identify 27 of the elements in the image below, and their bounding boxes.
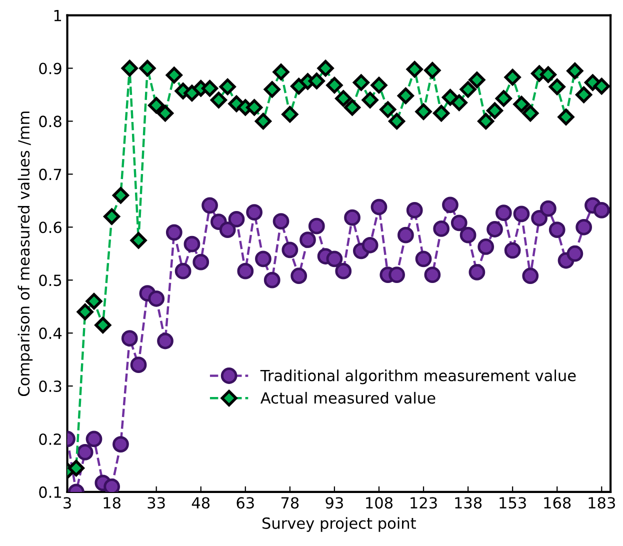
y-tick-label: 0.9 — [39, 62, 62, 74]
x-tick-label: 93 — [326, 497, 343, 509]
x-axis-title: Survey project point — [262, 517, 416, 532]
y-tick-label: 0.6 — [39, 222, 62, 234]
y-tick-label: 0.3 — [39, 380, 62, 392]
x-tick-label: 138 — [455, 497, 482, 509]
x-tick-label: 18 — [104, 497, 120, 509]
y-tick-label: 0.8 — [39, 116, 62, 128]
x-tick-label: 33 — [148, 497, 165, 509]
x-tick-label: 123 — [410, 497, 437, 509]
y-tick-label: 0.1 — [39, 486, 62, 498]
y-axis-title: Comparison of measured values /mm — [18, 112, 33, 396]
x-tick-label: 183 — [588, 497, 615, 509]
y-tick-label: 0.5 — [39, 274, 62, 286]
x-tick-label: 168 — [544, 497, 571, 509]
x-tick-label: 153 — [500, 497, 526, 509]
x-tick-label: 48 — [192, 497, 210, 509]
y-tick-label: 0.4 — [39, 328, 62, 340]
x-tick-label: 108 — [366, 497, 393, 509]
x-tick-label: 78 — [281, 497, 299, 509]
y-tick-label: 1 — [54, 10, 62, 22]
legend-label: Traditional algorithm measurement value — [260, 369, 576, 384]
y-tick-label: 0.7 — [39, 168, 62, 180]
y-tick-label: 0.2 — [39, 433, 61, 446]
legend-label: Actual measured value — [260, 392, 436, 404]
x-tick-label: 63 — [236, 497, 254, 509]
x-tick-label: 3 — [64, 497, 71, 509]
